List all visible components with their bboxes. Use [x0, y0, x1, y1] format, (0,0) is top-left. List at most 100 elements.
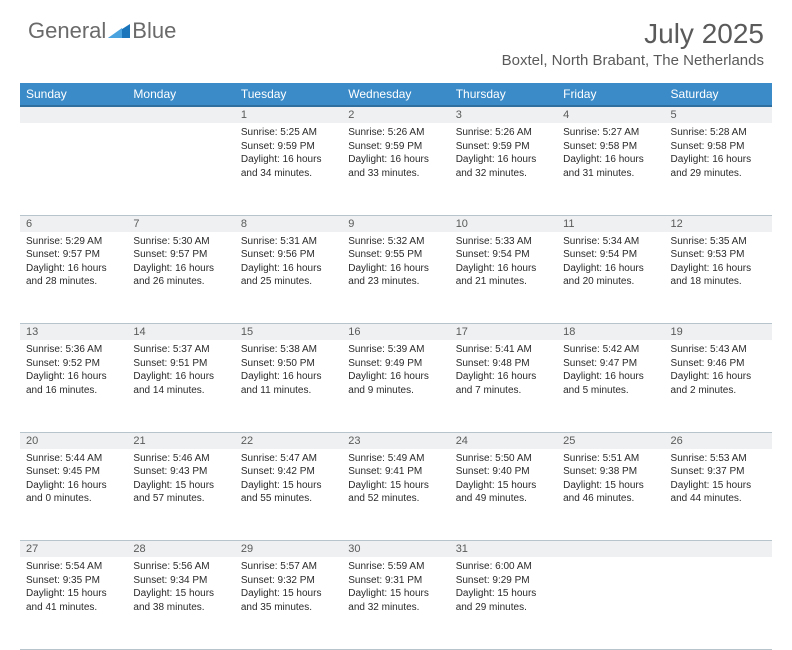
day-cell: Sunrise: 5:30 AMSunset: 9:57 PMDaylight:…: [127, 232, 234, 324]
daylight-text: and 25 minutes.: [241, 275, 336, 289]
day-cell: Sunrise: 5:26 AMSunset: 9:59 PMDaylight:…: [450, 123, 557, 215]
day-number: 13: [20, 324, 127, 341]
daylight-text: and 26 minutes.: [133, 275, 228, 289]
day-number: 5: [665, 106, 772, 123]
daylight-text: Daylight: 16 hours: [456, 153, 551, 167]
day-content: Sunrise: 5:33 AMSunset: 9:54 PMDaylight:…: [450, 232, 557, 293]
day-cell: Sunrise: 5:42 AMSunset: 9:47 PMDaylight:…: [557, 340, 664, 432]
sunset-text: Sunset: 9:59 PM: [241, 140, 336, 154]
day-number: 20: [20, 432, 127, 449]
daynum-row: 6789101112: [20, 215, 772, 232]
sunset-text: Sunset: 9:53 PM: [671, 248, 766, 262]
sunset-text: Sunset: 9:58 PM: [671, 140, 766, 154]
sunrise-text: Sunrise: 5:28 AM: [671, 126, 766, 140]
sunrise-text: Sunrise: 5:35 AM: [671, 235, 766, 249]
day-number: 2: [342, 106, 449, 123]
day-number: 6: [20, 215, 127, 232]
day-cell: Sunrise: 5:38 AMSunset: 9:50 PMDaylight:…: [235, 340, 342, 432]
day-content: Sunrise: 5:35 AMSunset: 9:53 PMDaylight:…: [665, 232, 772, 293]
week-row: Sunrise: 5:36 AMSunset: 9:52 PMDaylight:…: [20, 340, 772, 432]
weekday-header: Monday: [127, 83, 234, 106]
day-number: 14: [127, 324, 234, 341]
day-number: 22: [235, 432, 342, 449]
day-content: Sunrise: 5:39 AMSunset: 9:49 PMDaylight:…: [342, 340, 449, 401]
day-content: Sunrise: 5:29 AMSunset: 9:57 PMDaylight:…: [20, 232, 127, 293]
daylight-text: Daylight: 16 hours: [563, 153, 658, 167]
daylight-text: Daylight: 16 hours: [456, 370, 551, 384]
day-cell: Sunrise: 5:50 AMSunset: 9:40 PMDaylight:…: [450, 449, 557, 541]
day-content: Sunrise: 5:32 AMSunset: 9:55 PMDaylight:…: [342, 232, 449, 293]
weekday-header: Sunday: [20, 83, 127, 106]
day-number: 10: [450, 215, 557, 232]
day-number: 28: [127, 541, 234, 558]
day-content: Sunrise: 5:56 AMSunset: 9:34 PMDaylight:…: [127, 557, 234, 618]
sunset-text: Sunset: 9:59 PM: [348, 140, 443, 154]
daylight-text: Daylight: 16 hours: [671, 153, 766, 167]
sunset-text: Sunset: 9:57 PM: [26, 248, 121, 262]
weekday-header-row: Sunday Monday Tuesday Wednesday Thursday…: [20, 83, 772, 106]
day-number: 9: [342, 215, 449, 232]
day-cell: Sunrise: 5:31 AMSunset: 9:56 PMDaylight:…: [235, 232, 342, 324]
weekday-header: Thursday: [450, 83, 557, 106]
daylight-text: and 21 minutes.: [456, 275, 551, 289]
sunset-text: Sunset: 9:54 PM: [563, 248, 658, 262]
daylight-text: and 33 minutes.: [348, 167, 443, 181]
sunset-text: Sunset: 9:51 PM: [133, 357, 228, 371]
daylight-text: Daylight: 16 hours: [26, 479, 121, 493]
sunrise-text: Sunrise: 5:50 AM: [456, 452, 551, 466]
sunset-text: Sunset: 9:56 PM: [241, 248, 336, 262]
sunset-text: Sunset: 9:29 PM: [456, 574, 551, 588]
sunrise-text: Sunrise: 5:33 AM: [456, 235, 551, 249]
daynum-row: 13141516171819: [20, 324, 772, 341]
week-row: Sunrise: 5:44 AMSunset: 9:45 PMDaylight:…: [20, 449, 772, 541]
day-number: 29: [235, 541, 342, 558]
sunrise-text: Sunrise: 5:26 AM: [348, 126, 443, 140]
sunrise-text: Sunrise: 5:36 AM: [26, 343, 121, 357]
title-block: July 2025 Boxtel, North Brabant, The Net…: [502, 18, 764, 69]
daylight-text: Daylight: 16 hours: [241, 370, 336, 384]
day-content: Sunrise: 5:41 AMSunset: 9:48 PMDaylight:…: [450, 340, 557, 401]
sunrise-text: Sunrise: 5:49 AM: [348, 452, 443, 466]
day-cell: Sunrise: 5:47 AMSunset: 9:42 PMDaylight:…: [235, 449, 342, 541]
daylight-text: Daylight: 15 hours: [348, 479, 443, 493]
sunrise-text: Sunrise: 5:57 AM: [241, 560, 336, 574]
weekday-header: Wednesday: [342, 83, 449, 106]
day-number: 1: [235, 106, 342, 123]
daylight-text: and 14 minutes.: [133, 384, 228, 398]
day-cell: Sunrise: 5:36 AMSunset: 9:52 PMDaylight:…: [20, 340, 127, 432]
sunrise-text: Sunrise: 5:44 AM: [26, 452, 121, 466]
daylight-text: Daylight: 16 hours: [26, 262, 121, 276]
day-number: 3: [450, 106, 557, 123]
logo-text-general: General: [28, 18, 106, 44]
daylight-text: Daylight: 16 hours: [456, 262, 551, 276]
weekday-header: Friday: [557, 83, 664, 106]
sunset-text: Sunset: 9:41 PM: [348, 465, 443, 479]
day-number: 21: [127, 432, 234, 449]
day-cell: [20, 123, 127, 215]
sunrise-text: Sunrise: 5:26 AM: [456, 126, 551, 140]
sunset-text: Sunset: 9:35 PM: [26, 574, 121, 588]
daynum-row: 2728293031: [20, 541, 772, 558]
day-number: 31: [450, 541, 557, 558]
sunset-text: Sunset: 9:55 PM: [348, 248, 443, 262]
daylight-text: Daylight: 16 hours: [348, 153, 443, 167]
sunrise-text: Sunrise: 5:31 AM: [241, 235, 336, 249]
day-cell: [557, 557, 664, 649]
daylight-text: Daylight: 16 hours: [133, 370, 228, 384]
day-number: [665, 541, 772, 558]
daylight-text: and 11 minutes.: [241, 384, 336, 398]
day-cell: Sunrise: 5:41 AMSunset: 9:48 PMDaylight:…: [450, 340, 557, 432]
day-cell: Sunrise: 5:59 AMSunset: 9:31 PMDaylight:…: [342, 557, 449, 649]
day-content: Sunrise: 5:25 AMSunset: 9:59 PMDaylight:…: [235, 123, 342, 184]
day-content: Sunrise: 5:27 AMSunset: 9:58 PMDaylight:…: [557, 123, 664, 184]
day-cell: Sunrise: 5:49 AMSunset: 9:41 PMDaylight:…: [342, 449, 449, 541]
day-content: Sunrise: 5:51 AMSunset: 9:38 PMDaylight:…: [557, 449, 664, 510]
day-number: 15: [235, 324, 342, 341]
daylight-text: Daylight: 15 hours: [348, 587, 443, 601]
sunrise-text: Sunrise: 5:59 AM: [348, 560, 443, 574]
day-content: Sunrise: 6:00 AMSunset: 9:29 PMDaylight:…: [450, 557, 557, 618]
sunrise-text: Sunrise: 5:29 AM: [26, 235, 121, 249]
sunset-text: Sunset: 9:59 PM: [456, 140, 551, 154]
daylight-text: Daylight: 16 hours: [563, 262, 658, 276]
calendar-table: Sunday Monday Tuesday Wednesday Thursday…: [20, 83, 772, 650]
